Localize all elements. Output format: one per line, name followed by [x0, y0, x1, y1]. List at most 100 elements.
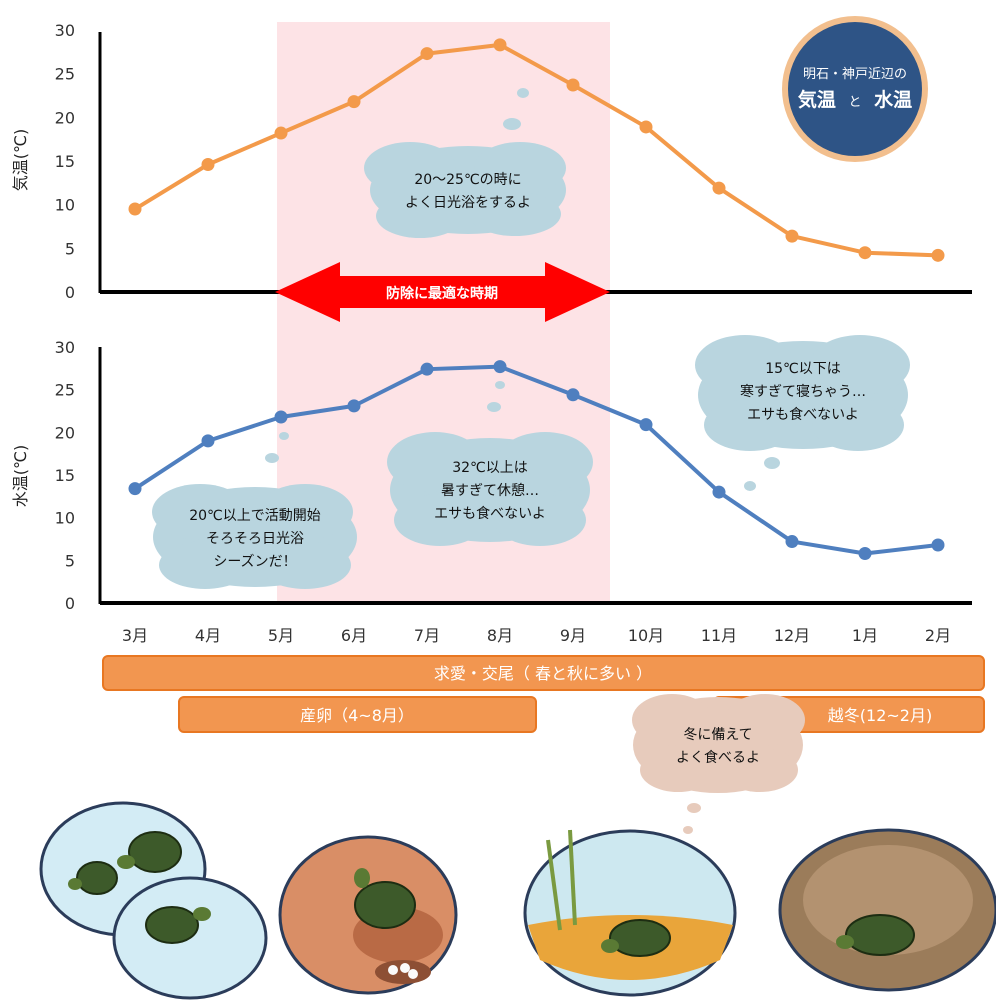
courtship-bar: 求愛・交尾（ 春と秋に多い ）: [102, 655, 985, 691]
month-label: 10月: [628, 626, 664, 645]
turtle-icon: [836, 914, 915, 956]
month-label: 3月: [122, 626, 148, 645]
water-ylabel: 水温(℃): [11, 445, 30, 507]
month-label: 4月: [195, 626, 221, 645]
spawning-label: 産卵（4~8月）: [300, 706, 414, 725]
air-temperature-point: [639, 120, 653, 134]
air-ylabel: 気温(℃): [11, 129, 30, 191]
badge-line1: 明石・神戸近辺の: [803, 67, 907, 82]
month-label: 9月: [560, 626, 586, 645]
bubble-basking-line2: よく日光浴をするよ: [405, 195, 531, 211]
air-temperature-point: [493, 38, 507, 52]
water-temperature-point: [347, 399, 361, 413]
month-label: 1月: [852, 626, 878, 645]
air-temperature-point: [347, 95, 361, 109]
air-ytick-label: 5: [65, 239, 75, 258]
air-temperature-point: [566, 78, 580, 92]
water-ytick-label: 10: [55, 509, 75, 528]
turtle-icon: [68, 831, 211, 944]
water-temperature-point: [420, 362, 434, 376]
water-axes: [98, 347, 972, 605]
water-ytick-label: 20: [55, 423, 75, 442]
water-ytick-label: 15: [55, 466, 75, 485]
month-tick-labels: 3月 4月 5月 6月 7月 8月 9月 10月 11月 12月 1月 2月: [122, 626, 951, 645]
month-label: 8月: [487, 626, 513, 645]
water-temperature-point: [931, 538, 945, 552]
bubble-active: 20℃以上で活動開始 そろそろ日光浴 シーズンだ！: [152, 432, 357, 589]
bubble-cold: 15℃以下は 寒すぎて寝ちゃう… エサも食べないよ: [695, 335, 910, 491]
turtle-icon: [601, 919, 671, 957]
air-temperature-point: [128, 202, 142, 216]
water-ytick-label: 25: [55, 381, 75, 400]
bubble-cold-line3: エサも食べないよ: [747, 406, 859, 423]
badge-air-word: 気温: [798, 88, 836, 111]
bubble-cold-line2: 寒すぎて寝ちゃう…: [740, 383, 866, 400]
air-temperature-point: [785, 229, 799, 243]
air-temperature-point: [274, 126, 288, 140]
spawning-bar: 産卵（4~8月）: [178, 696, 537, 733]
month-label: 11月: [701, 626, 737, 645]
water-temperature-series: [128, 360, 945, 561]
turtle-icon: [354, 868, 416, 929]
air-temperature-point: [201, 157, 215, 171]
month-label: 5月: [268, 626, 294, 645]
water-temperature-point: [785, 535, 799, 549]
bubble-hot: 32℃以上は 暑すぎて休憩… エサも食べないよ: [387, 381, 593, 546]
month-label: 12月: [774, 626, 810, 645]
air-temperature-series: [128, 38, 945, 262]
water-temperature-line: [133, 364, 939, 556]
bubble-winter: 冬に備えて よく食べるよ: [632, 694, 805, 834]
optimal-period-label: 防除に最適な時期: [386, 285, 498, 302]
air-ytick-label: 10: [55, 196, 75, 215]
air-ytick-label: 0: [65, 283, 75, 302]
air-ytick-label: 30: [55, 21, 75, 40]
water-temperature-point: [712, 485, 726, 499]
bubble-active-line2: そろそろ日光浴: [206, 531, 304, 547]
svg-text:気温 と 水温: 気温 と 水温: [798, 88, 912, 111]
air-ytick-label: 20: [55, 108, 75, 127]
air-ytick-label: 15: [55, 152, 75, 171]
water-temperature-point: [493, 360, 507, 374]
chart-badge: 明石・神戸近辺の 気温 と 水温: [782, 16, 928, 162]
optimal-period-arrow: 防除に最適な時期: [275, 262, 610, 322]
bubble-active-line3: シーズンだ！: [213, 554, 296, 570]
month-label: 7月: [414, 626, 440, 645]
bubble-hot-line1: 32℃以上は: [452, 460, 528, 476]
air-temperature-point: [931, 248, 945, 262]
wintering-label: 越冬(12~2月): [828, 706, 932, 725]
bubble-active-line1: 20℃以上で活動開始: [189, 508, 321, 524]
spawning-illustration: [278, 835, 458, 995]
water-temperature-point: [128, 482, 142, 496]
air-temperature-point: [858, 246, 872, 260]
water-temperature-point: [274, 410, 288, 424]
month-label: 6月: [341, 626, 367, 645]
water-temperature-point: [566, 388, 580, 402]
air-temperature-point: [712, 181, 726, 195]
wintering-illustration: [778, 828, 996, 992]
water-temperature-point: [639, 418, 653, 432]
water-temperature-point: [858, 547, 872, 561]
bubble-basking-line1: 20〜25℃の時に: [414, 172, 521, 188]
water-ytick-label: 0: [65, 594, 75, 613]
badge-water-word: 水温: [874, 89, 912, 111]
air-temperature-line: [133, 42, 939, 258]
bubble-winter-line1: 冬に備えて: [683, 727, 752, 743]
courtship-illustration: [39, 801, 268, 1000]
bubble-hot-line2: 暑すぎて休憩…: [441, 482, 539, 499]
courtship-label: 求愛・交尾（ 春と秋に多い ）: [434, 664, 652, 683]
air-temperature-point: [420, 47, 434, 61]
badge-conj: と: [848, 95, 861, 110]
water-temperature-point: [201, 434, 215, 448]
air-tick-labels: 0 5 10 15 20 25 30: [55, 21, 75, 302]
bubble-cold-line1: 15℃以下は: [765, 361, 841, 377]
water-ytick-label: 30: [55, 338, 75, 357]
bubble-basking: 20〜25℃の時に よく日光浴をするよ: [364, 88, 566, 238]
bubble-hot-line3: エサも食べないよ: [434, 505, 546, 522]
water-tick-labels: 0 5 10 15 20 25 30: [55, 338, 75, 613]
water-ytick-label: 5: [65, 551, 75, 570]
month-label: 2月: [925, 626, 951, 645]
air-ytick-label: 25: [55, 65, 75, 84]
bubble-winter-line2: よく食べるよ: [676, 749, 760, 766]
feeding-illustration: [523, 829, 737, 997]
